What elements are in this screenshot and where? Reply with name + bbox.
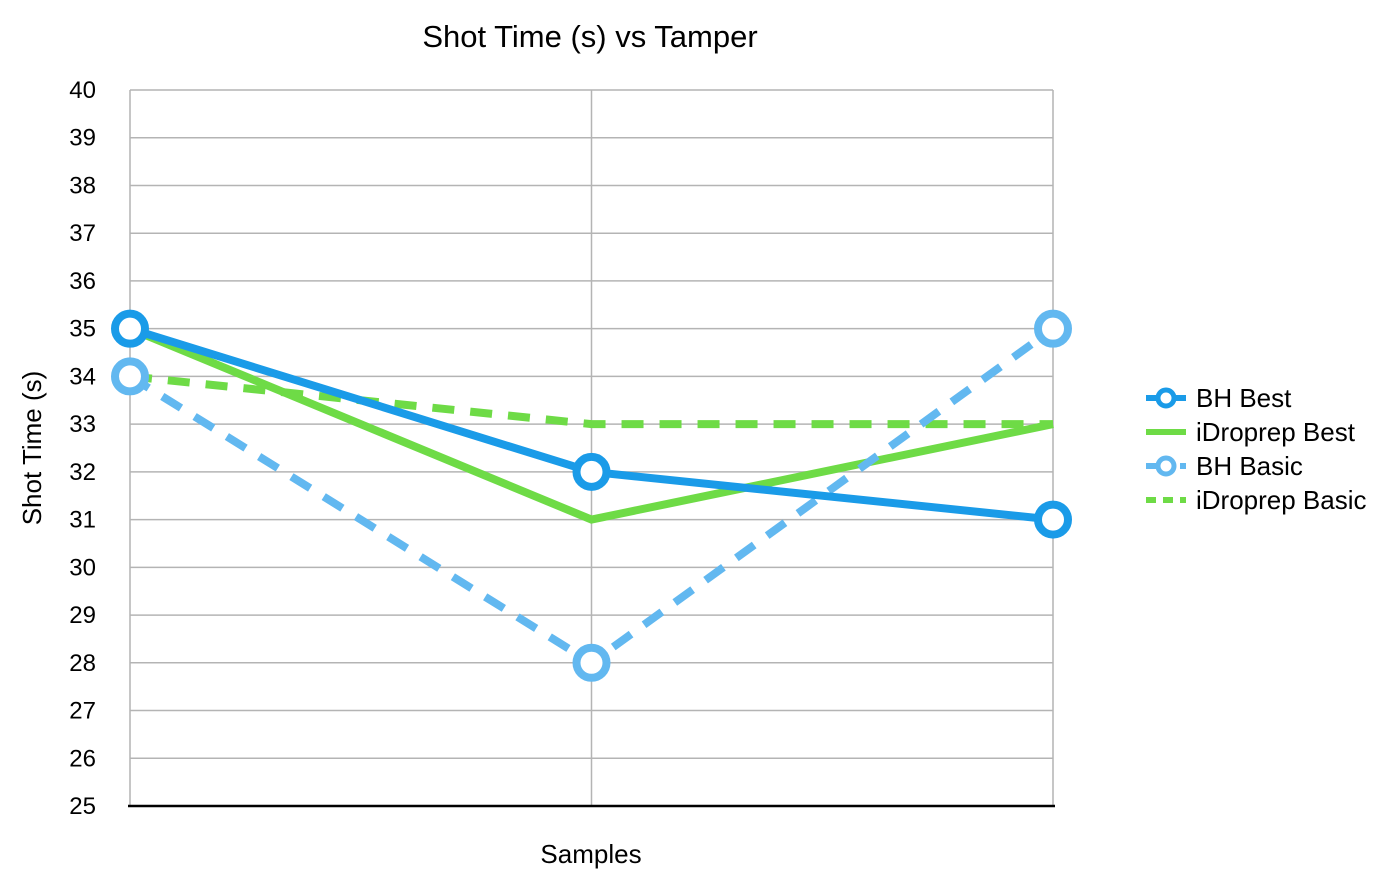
gridlines [128, 89, 1055, 808]
y-tick-label: 25 [69, 793, 96, 820]
legend-swatch-marker [1155, 387, 1177, 409]
x-axis-title: Samples [540, 839, 641, 869]
series-point [1034, 500, 1072, 539]
y-tick-label: 26 [69, 745, 96, 772]
y-tick-label: 31 [69, 507, 96, 534]
y-tick-label: 38 [69, 172, 96, 199]
y-tick-label: 36 [69, 268, 96, 295]
y-tick-label: 39 [69, 125, 96, 152]
y-tick-label: 37 [69, 220, 96, 247]
series-point [572, 452, 611, 491]
legend-label: iDroprep Best [1196, 417, 1356, 447]
y-tick-label: 27 [69, 698, 96, 725]
series-point [572, 643, 611, 682]
legend-swatch-marker [1155, 455, 1177, 477]
y-tick-labels: 25 26 27 28 29 30 31 32 33 34 35 36 37 38 39 40 [69, 77, 96, 820]
y-tick-label: 33 [69, 411, 96, 438]
legend-label: BH Basic [1196, 451, 1303, 481]
y-tick-label: 40 [69, 77, 96, 104]
y-tick-label: 32 [69, 459, 96, 486]
series-point [111, 309, 149, 348]
y-tick-label: 30 [69, 554, 96, 581]
y-tick-label: 29 [69, 602, 96, 629]
series-point [1034, 309, 1072, 348]
legend-label: BH Best [1196, 383, 1292, 413]
y-tick-label: 28 [69, 650, 96, 677]
chart-title: Shot Time (s) vs Tamper [422, 19, 757, 54]
series-line [128, 324, 1054, 524]
legend-label: iDroprep Basic [1196, 485, 1367, 515]
series-markers [111, 309, 1072, 682]
series-point [111, 357, 149, 396]
legend: BH Best iDroprep Best BH Basic iDroprep Bas… [1146, 383, 1367, 515]
y-tick-label: 34 [69, 363, 96, 390]
y-axis-title: Shot Time (s) [17, 371, 47, 526]
y-tick-label: 35 [69, 316, 96, 343]
